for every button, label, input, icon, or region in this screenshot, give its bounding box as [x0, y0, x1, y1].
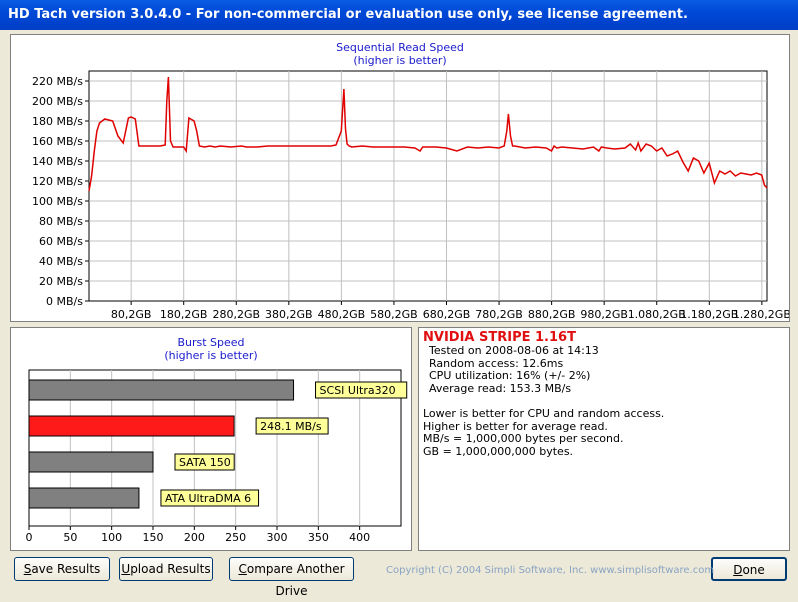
sequential-read-panel: Sequential Read Speed (higher is better)… [10, 34, 790, 322]
cpu-utilization: CPU utilization: 16% (+/- 2%) [429, 369, 591, 382]
note-lower-better: Lower is better for CPU and random acces… [423, 407, 665, 420]
note-gb-definition: GB = 1,000,000,000 bytes. [423, 444, 574, 458]
seq-y-tick-label: 140 MB/s [32, 155, 83, 168]
seq-y-tick-label: 100 MB/s [32, 195, 83, 208]
random-access: Random access: 12.6ms [429, 356, 564, 370]
seq-x-tick-label: 280,2GB [212, 308, 260, 321]
drive-info-panel: NVIDIA STRIPE 1.16T Tested on 2008-08-06… [418, 327, 790, 551]
burst-bar [28, 487, 140, 509]
burst-x-tick-label: 150 [143, 531, 164, 544]
seq-y-tick-label: 80 MB/s [39, 215, 83, 228]
seq-chart-title: Sequential Read Speed [336, 41, 464, 54]
seq-y-tick-label: 20 MB/s [39, 275, 83, 288]
upload-results-button[interactable]: Upload Results [119, 557, 213, 581]
sequential-read-chart: 0 MB/s 20 MB/s 40 MB/s 60 MB/s 80 MB/s 100 MB… [32, 70, 789, 321]
save-results-button[interactable]: Save Results [14, 557, 110, 581]
seq-chart-subtitle: (higher is better) [353, 54, 447, 67]
seq-x-tick-label: 580,2GB [370, 308, 418, 321]
seq-x-tick-label: 1.280,2GB [733, 308, 789, 321]
drive-name: NVIDIA STRIPE 1.16T [423, 330, 576, 345]
burst-x-tick-label: 0 [26, 531, 33, 544]
seq-x-tick-label: 80,2GB [111, 308, 152, 321]
window-title-bar[interactable]: HD Tach version 3.0.4.0 - For non-commer… [0, 0, 798, 30]
burst-chart-title: Burst Speed [177, 336, 245, 349]
seq-read-series-line [88, 76, 768, 192]
burst-bar-label: 248.1 MB/s [260, 420, 322, 433]
seq-y-tick-label: 220 MB/s [32, 75, 83, 88]
note-mbs-definition: MB/s = 1,000,000 bytes per second. [423, 432, 624, 445]
burst-bar [28, 379, 295, 401]
seq-x-tick-label: 680,2GB [423, 308, 471, 321]
burst-bar-label: SATA 150 [179, 456, 231, 469]
seq-x-tick-label: 980,2GB [580, 308, 628, 321]
seq-x-tick-label: 1.180,2GB [680, 308, 738, 321]
burst-bar-label-box [174, 453, 235, 471]
seq-plot-area [88, 70, 768, 302]
seq-x-tick-label: 1.080,2GB [628, 308, 686, 321]
burst-x-tick-label: 200 [184, 531, 205, 544]
burst-x-tick-label: 350 [308, 531, 329, 544]
seq-y-tick-label: 0 MB/s [46, 295, 83, 308]
burst-bar-label: ATA UltraDMA 6 [165, 492, 251, 505]
burst-bar [28, 451, 154, 473]
seq-y-tick-label: 200 MB/s [32, 95, 83, 108]
seq-y-tick-label: 60 MB/s [39, 235, 83, 248]
burst-chart-subtitle: (higher is better) [164, 349, 258, 362]
seq-y-tick-label: 180 MB/s [32, 115, 83, 128]
seq-y-tick-label: 160 MB/s [32, 135, 83, 148]
copyright-text: Copyright (C) 2004 Simpli Software, Inc.… [386, 565, 715, 576]
seq-y-tick-label: 40 MB/s [39, 255, 83, 268]
average-read: Average read: 153.3 MB/s [429, 381, 572, 395]
burst-bar [28, 415, 235, 437]
seq-x-tick-label: 380,2GB [265, 308, 313, 321]
seq-y-tick-label: 120 MB/s [32, 175, 83, 188]
burst-x-tick-label: 300 [267, 531, 288, 544]
burst-bar-label-box [255, 417, 329, 435]
burst-x-tick-label: 400 [349, 531, 370, 544]
window-title: HD Tach version 3.0.4.0 - For non-commer… [8, 7, 688, 22]
compare-another-drive-button[interactable]: Compare Another Drive [229, 557, 354, 598]
burst-bar-label: SCSI Ultra320 [320, 384, 396, 397]
done-button[interactable]: Done [711, 557, 787, 581]
tested-on: Tested on 2008-08-06 at 14:13 [429, 344, 599, 357]
burst-speed-panel: Burst Speed (higher is better) 0 50 100 150… [10, 327, 412, 551]
seq-x-tick-label: 880,2GB [528, 308, 576, 321]
seq-x-tick-label: 480,2GB [318, 308, 366, 321]
burst-x-tick-label: 50 [63, 531, 77, 544]
burst-speed-chart: 0 50 100 150 200 250 300 350 400 SCSI Ultra320 248… [26, 369, 408, 544]
burst-x-tick-label: 250 [225, 531, 246, 544]
burst-bar-label-box [160, 489, 260, 507]
burst-bar-label-box [315, 381, 408, 399]
seq-x-tick-label: 780,2GB [475, 308, 523, 321]
burst-x-tick-label: 100 [101, 531, 122, 544]
seq-x-tick-label: 180,2GB [160, 308, 208, 321]
note-higher-better: Higher is better for average read. [423, 419, 608, 433]
